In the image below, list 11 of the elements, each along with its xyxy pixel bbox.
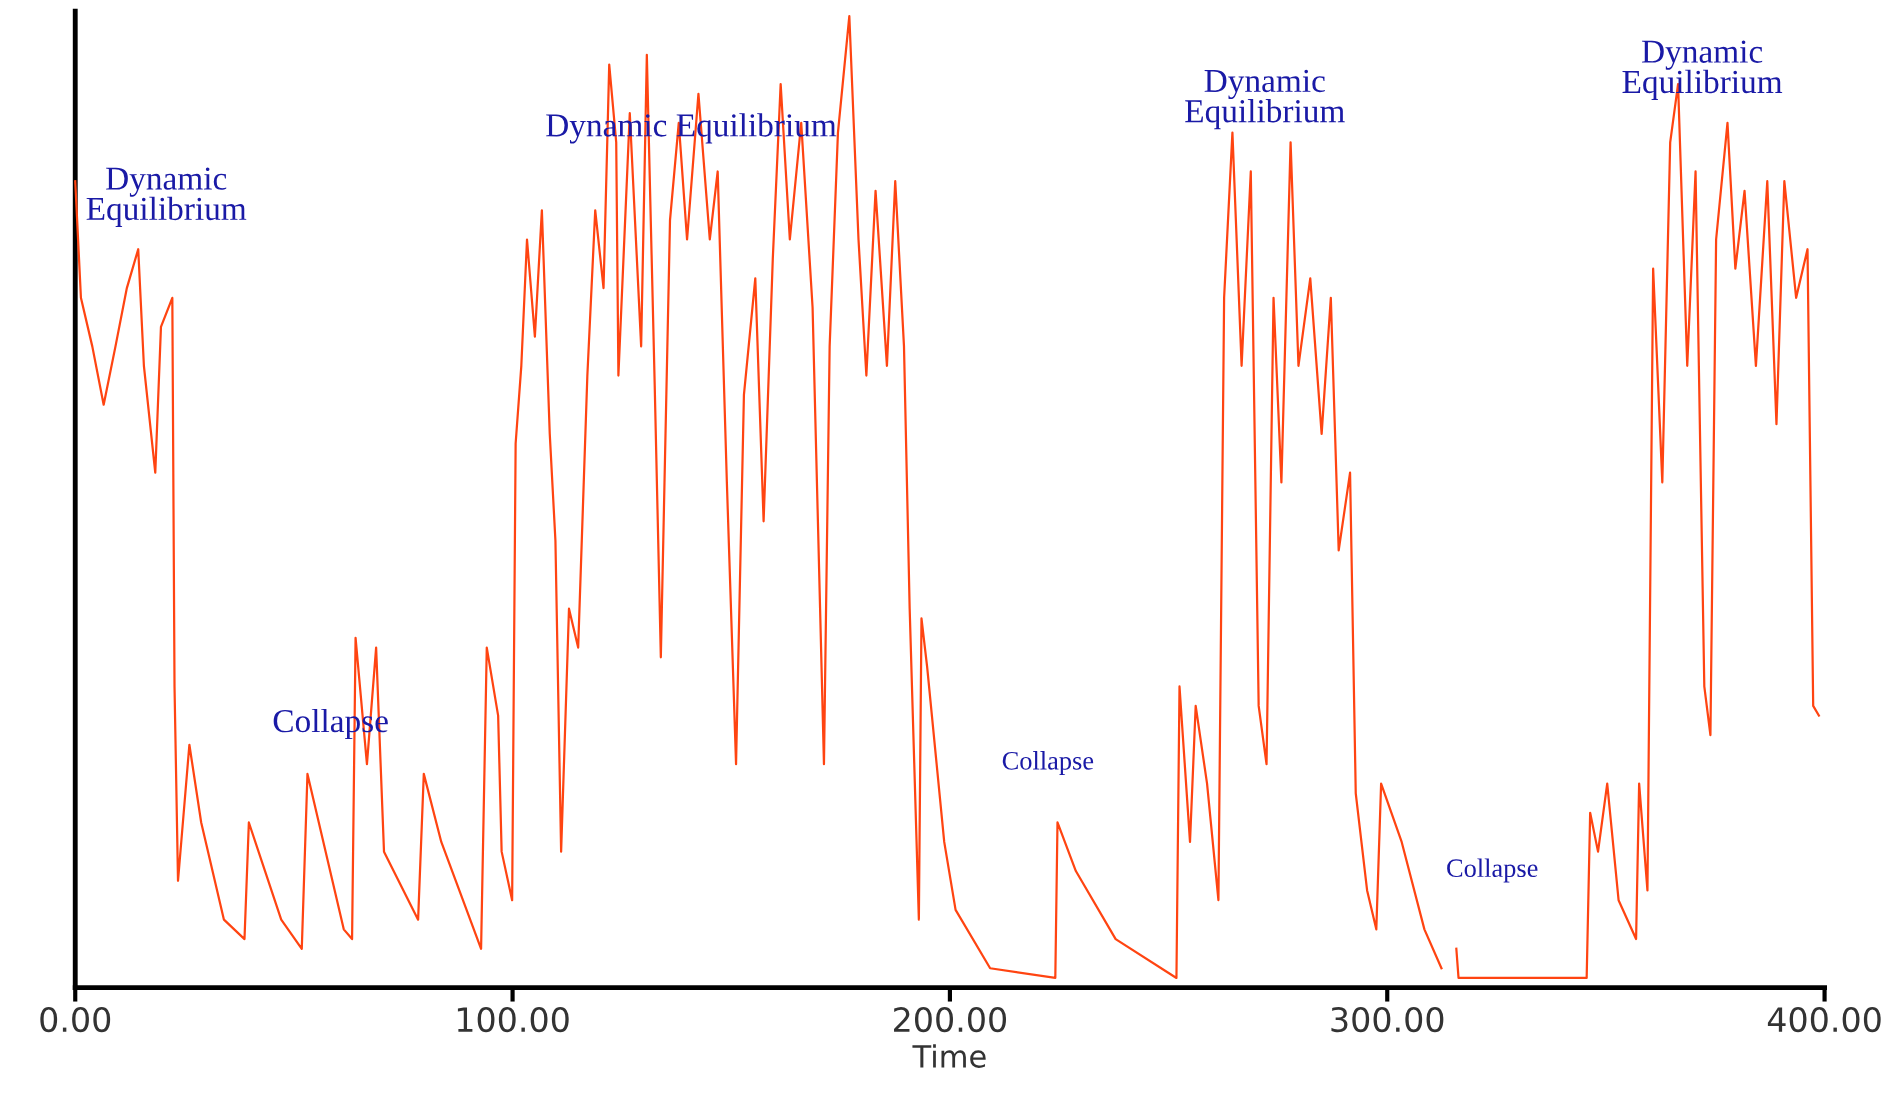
annotation: Dynamic Equilibrium — [1622, 40, 1783, 100]
annotation: Collapse — [1002, 751, 1094, 776]
x-tick-label: 400.00 — [1767, 1007, 1881, 1033]
x-tick-label: 100.00 — [457, 1007, 569, 1033]
x-tick-label: 300.00 — [1331, 1007, 1444, 1033]
x-tick-label: 0.00 — [40, 1007, 111, 1033]
x-axis-title: Time — [912, 1044, 986, 1068]
annotation: Collapse — [1447, 858, 1538, 883]
annotation: Dynamic Equilibrium — [86, 167, 247, 227]
x-tick-label: 200.00 — [894, 1007, 1007, 1033]
annotation: Dynamic Equilibrium — [1185, 69, 1345, 130]
